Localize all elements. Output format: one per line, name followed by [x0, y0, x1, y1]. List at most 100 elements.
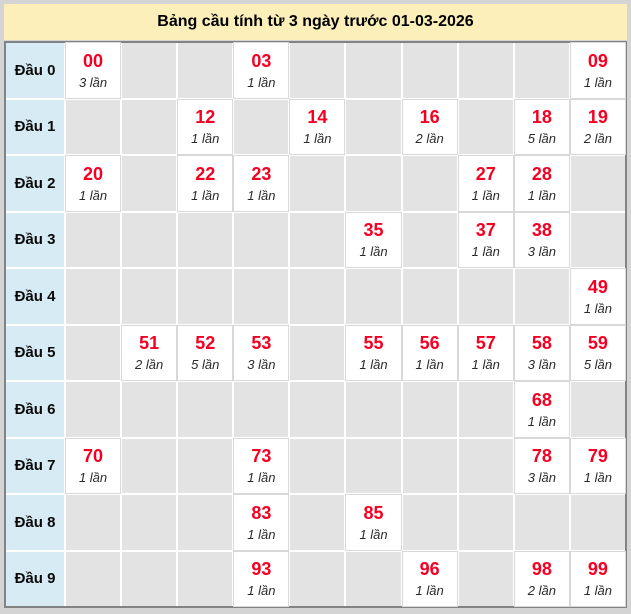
- cell-count: 1 lần: [471, 187, 500, 203]
- cell-count: 3 lần: [527, 357, 556, 373]
- empty-cell: [346, 269, 401, 324]
- cell-count: 1 lần: [191, 187, 220, 203]
- empty-cell: [122, 382, 177, 437]
- cell-count: 1 lần: [247, 470, 276, 486]
- empty-cell: [66, 99, 121, 154]
- empty-cell: [122, 99, 177, 154]
- cell-number: 03: [251, 50, 272, 71]
- empty-cell: [346, 382, 401, 437]
- cell-number: 49: [587, 276, 608, 297]
- cell-number: 85: [363, 502, 384, 523]
- number-cell-18: 18 5 lần: [514, 99, 569, 154]
- empty-cell: [122, 269, 177, 324]
- number-cell-99: 99 1 lần: [570, 551, 625, 606]
- row-label-dau-9: Đầu 9: [6, 551, 64, 606]
- cell-count: 1 lần: [471, 244, 500, 260]
- empty-cell: [66, 382, 121, 437]
- cell-count: 1 lần: [359, 357, 388, 373]
- cell-count: 1 lần: [247, 187, 276, 203]
- number-cell-22: 22 1 lần: [178, 156, 233, 211]
- empty-cell: [458, 43, 513, 98]
- number-cell-09: 09 1 lần: [570, 43, 625, 98]
- cell-number: 00: [83, 50, 104, 71]
- empty-cell: [346, 43, 401, 98]
- cell-count: 1 lần: [247, 583, 276, 599]
- cau-table: Đầu 0 00 3 lần 03 1 lần 09 1 lần Đầu 1 12 1 lần 14…: [4, 41, 627, 608]
- cell-count: 5 lần: [527, 131, 556, 147]
- cell-number: 27: [475, 163, 496, 184]
- empty-cell: [234, 269, 289, 324]
- cell-count: 1 lần: [191, 131, 220, 147]
- cell-count: 1 lần: [359, 526, 388, 542]
- number-cell-38: 38 3 lần: [514, 212, 569, 267]
- cell-number: 37: [475, 220, 496, 241]
- cell-count: 5 lần: [191, 357, 220, 373]
- empty-cell: [458, 495, 513, 550]
- number-cell-55: 55 1 lần: [346, 325, 401, 380]
- empty-cell: [346, 156, 401, 211]
- cell-number: 79: [587, 446, 608, 467]
- cell-number: 83: [251, 502, 272, 523]
- number-cell-85: 85 1 lần: [346, 495, 401, 550]
- cell-number: 96: [419, 559, 440, 580]
- number-cell-68: 68 1 lần: [514, 382, 569, 437]
- empty-cell: [290, 382, 345, 437]
- empty-cell: [458, 382, 513, 437]
- number-cell-12: 12 1 lần: [178, 99, 233, 154]
- empty-cell: [122, 438, 177, 493]
- empty-cell: [122, 212, 177, 267]
- cell-number: 68: [531, 389, 552, 410]
- row-label-dau-5: Đầu 5: [6, 325, 64, 380]
- cell-count: 3 lần: [527, 244, 556, 260]
- empty-cell: [458, 99, 513, 154]
- empty-cell: [402, 156, 457, 211]
- number-cell-28: 28 1 lần: [514, 156, 569, 211]
- row-label-dau-4: Đầu 4: [6, 269, 64, 324]
- number-cell-19: 19 2 lần: [570, 99, 625, 154]
- empty-cell: [122, 43, 177, 98]
- number-cell-37: 37 1 lần: [458, 212, 513, 267]
- cell-count: 1 lần: [583, 470, 613, 486]
- row-label-dau-6: Đầu 6: [6, 382, 64, 437]
- cell-count: 3 lần: [247, 357, 276, 373]
- cell-number: 57: [475, 333, 496, 354]
- number-cell-59: 59 5 lần: [570, 325, 625, 380]
- number-cell-79: 79 1 lần: [570, 438, 625, 493]
- empty-cell: [570, 495, 625, 550]
- number-cell-52: 52 5 lần: [178, 325, 233, 380]
- empty-cell: [290, 438, 345, 493]
- number-cell-78: 78 3 lần: [514, 438, 569, 493]
- number-cell-35: 35 1 lần: [346, 212, 401, 267]
- cell-count: 1 lần: [583, 300, 613, 316]
- number-cell-53: 53 3 lần: [234, 325, 289, 380]
- cell-count: 1 lần: [247, 526, 276, 542]
- empty-cell: [570, 212, 625, 267]
- cell-count: 3 lần: [78, 74, 108, 90]
- empty-cell: [178, 212, 233, 267]
- cell-number: 18: [531, 107, 552, 128]
- cell-number: 55: [363, 333, 384, 354]
- empty-cell: [178, 382, 233, 437]
- empty-cell: [514, 269, 569, 324]
- empty-cell: [66, 495, 121, 550]
- cell-count: 1 lần: [583, 74, 613, 90]
- empty-cell: [66, 551, 121, 606]
- empty-cell: [290, 269, 345, 324]
- number-cell-20: 20 1 lần: [66, 156, 121, 211]
- cell-count: 1 lần: [527, 187, 556, 203]
- row-label-dau-0: Đầu 0: [6, 43, 64, 98]
- empty-cell: [458, 438, 513, 493]
- cell-number: 22: [195, 163, 216, 184]
- number-cell-00: 00 3 lần: [66, 43, 121, 98]
- cell-number: 52: [195, 333, 216, 354]
- empty-cell: [346, 99, 401, 154]
- cell-number: 99: [587, 559, 608, 580]
- empty-cell: [290, 156, 345, 211]
- cell-number: 70: [83, 446, 104, 467]
- empty-cell: [458, 551, 513, 606]
- cell-number: 53: [251, 333, 272, 354]
- row-label-dau-1: Đầu 1: [6, 99, 64, 154]
- cell-number: 73: [251, 446, 272, 467]
- row-label-dau-8: Đầu 8: [6, 495, 64, 550]
- empty-cell: [346, 551, 401, 606]
